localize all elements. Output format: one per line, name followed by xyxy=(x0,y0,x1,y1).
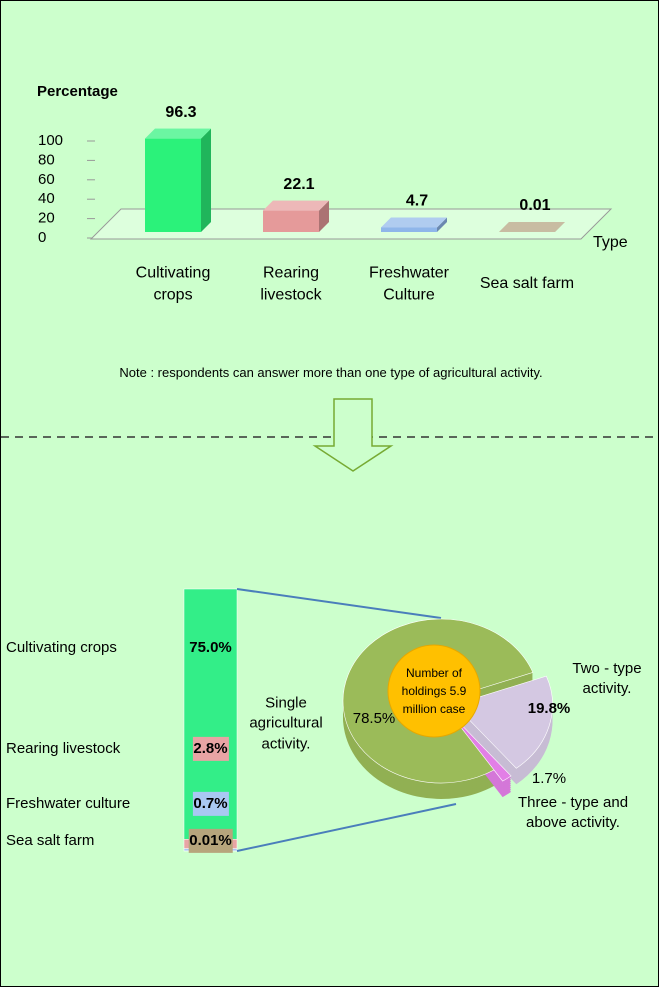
bar-side-shade xyxy=(319,200,329,232)
connector xyxy=(236,803,457,852)
y-tick-label: 40 xyxy=(38,190,55,207)
floor xyxy=(89,208,613,240)
note: Note : respondents can answer more than … xyxy=(119,365,543,381)
category-label: Two - type activity. xyxy=(572,659,642,697)
y-tick-label: 80 xyxy=(38,151,55,168)
category-label: Rearing livestock xyxy=(6,739,121,757)
value-label: 22.1 xyxy=(283,176,314,193)
category-label: Single agricultural activity. xyxy=(249,694,323,753)
value-label: 75.0% xyxy=(189,638,232,656)
x-tick-label: Rearing livestock xyxy=(260,264,322,303)
center-label: Number of holdings 5.9 million case xyxy=(401,666,467,716)
bar-side xyxy=(201,128,211,232)
bar-side xyxy=(437,217,447,232)
center-disc xyxy=(387,644,481,738)
bar xyxy=(263,210,319,232)
y-axis-label: Percentage xyxy=(37,83,118,100)
bar-side xyxy=(555,221,565,232)
value-label: 1.7% xyxy=(531,769,567,787)
value-label: 0.01% xyxy=(188,828,233,854)
bar-side-shade xyxy=(437,217,447,232)
bar-top xyxy=(263,200,329,211)
x-axis-label: Type xyxy=(593,234,628,251)
x-tick-label: Freshwater Culture xyxy=(368,264,450,303)
bar-top xyxy=(145,128,211,139)
bar xyxy=(381,227,437,232)
arrow xyxy=(312,398,394,472)
value-label: 96.3 xyxy=(165,104,196,121)
x-tick-label: Sea salt farm xyxy=(479,275,575,293)
bar-top-shade xyxy=(263,200,329,211)
value-label: 0.01 xyxy=(519,197,550,214)
bar-top-shade xyxy=(145,128,211,139)
value-label: 2.8% xyxy=(192,736,229,762)
value-label: 4.7 xyxy=(406,193,428,210)
bar-top xyxy=(381,217,447,228)
pie-slice xyxy=(449,712,512,782)
category-label: Freshwater culture xyxy=(6,794,131,812)
y-tick-label: 100 xyxy=(38,132,63,149)
x-tick-label: Cultivating crops xyxy=(135,264,211,303)
y-tick-label: 20 xyxy=(38,210,55,227)
value-label: 19.8% xyxy=(527,699,571,717)
bar-side-shade xyxy=(201,128,211,232)
bar xyxy=(145,138,201,232)
category-label: Three - type and above activity. xyxy=(517,793,629,831)
connector xyxy=(236,588,442,619)
value-label: 78.5% xyxy=(352,709,396,727)
bar-top-shade xyxy=(499,221,565,232)
bar-top-shade xyxy=(381,217,447,228)
bar-side xyxy=(319,200,329,232)
category-label: Cultivating crops xyxy=(6,638,117,656)
category-label: Sea salt farm xyxy=(6,831,95,849)
y-tick-label: 0 xyxy=(38,229,46,246)
y-tick-label: 60 xyxy=(38,171,55,188)
bar-side-shade xyxy=(555,221,565,232)
value-label: 0.7% xyxy=(192,791,229,817)
bar-top xyxy=(499,221,565,232)
